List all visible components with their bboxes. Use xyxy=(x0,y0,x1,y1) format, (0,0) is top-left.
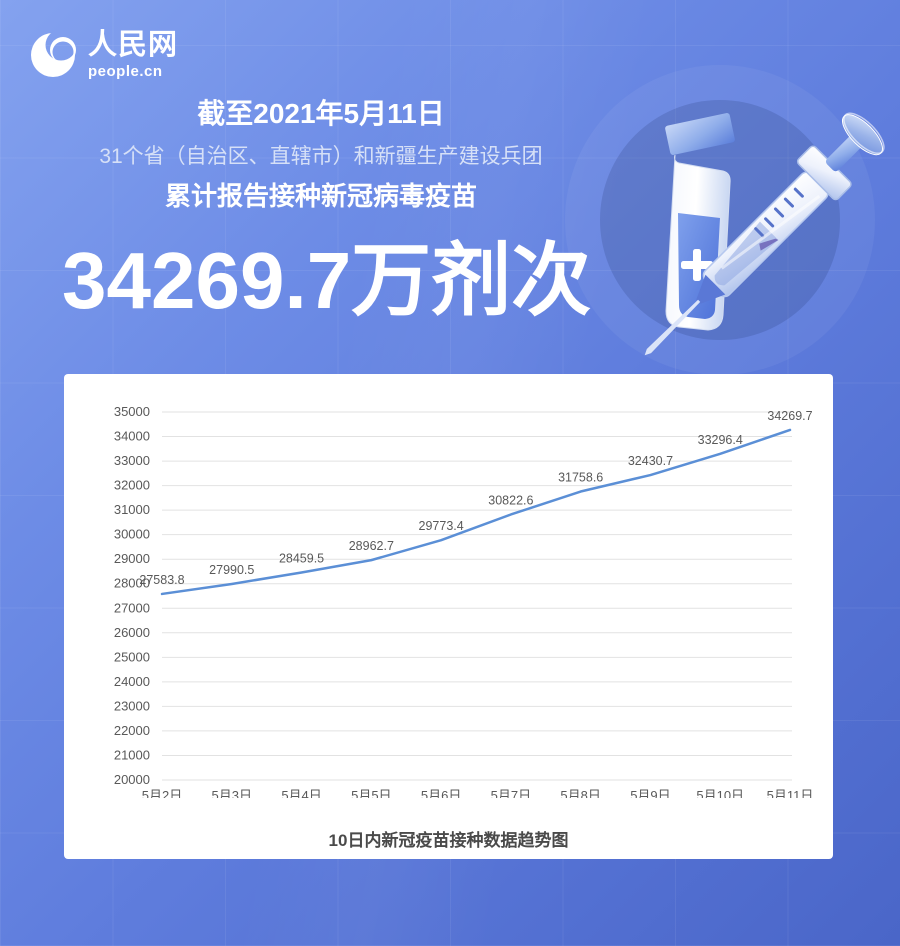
svg-text:5月3日: 5月3日 xyxy=(212,788,252,798)
svg-text:31758.6: 31758.6 xyxy=(558,471,603,485)
svg-text:29000: 29000 xyxy=(114,551,150,566)
svg-text:33000: 33000 xyxy=(114,453,150,468)
svg-text:20000: 20000 xyxy=(114,772,150,787)
svg-text:30000: 30000 xyxy=(114,527,150,542)
svg-text:5月10日: 5月10日 xyxy=(696,788,744,798)
svg-text:32430.7: 32430.7 xyxy=(628,454,673,468)
svg-text:33296.4: 33296.4 xyxy=(698,433,743,447)
svg-text:25000: 25000 xyxy=(114,649,150,664)
svg-text:26000: 26000 xyxy=(114,625,150,640)
svg-text:5月6日: 5月6日 xyxy=(421,788,461,798)
svg-text:27000: 27000 xyxy=(114,600,150,615)
svg-text:31000: 31000 xyxy=(114,502,150,517)
svg-text:24000: 24000 xyxy=(114,674,150,689)
svg-text:29773.4: 29773.4 xyxy=(419,519,464,533)
svg-text:28459.5: 28459.5 xyxy=(279,551,324,565)
svg-text:34269.7: 34269.7 xyxy=(767,409,812,423)
svg-text:5月2日: 5月2日 xyxy=(142,788,182,798)
svg-text:22000: 22000 xyxy=(114,723,150,738)
svg-text:34000: 34000 xyxy=(114,429,150,444)
svg-text:5月9日: 5月9日 xyxy=(630,788,670,798)
svg-text:32000: 32000 xyxy=(114,478,150,493)
svg-text:35000: 35000 xyxy=(114,404,150,419)
svg-text:27583.8: 27583.8 xyxy=(139,573,184,587)
svg-text:27990.5: 27990.5 xyxy=(209,563,254,577)
svg-text:5月5日: 5月5日 xyxy=(351,788,391,798)
svg-text:5月11日: 5月11日 xyxy=(767,788,814,798)
svg-text:28962.7: 28962.7 xyxy=(349,539,394,553)
svg-text:21000: 21000 xyxy=(114,747,150,762)
svg-text:5月7日: 5月7日 xyxy=(491,788,531,798)
svg-text:5月8日: 5月8日 xyxy=(560,788,600,798)
svg-text:23000: 23000 xyxy=(114,698,150,713)
svg-text:5月4日: 5月4日 xyxy=(281,788,321,798)
svg-text:30822.6: 30822.6 xyxy=(488,493,533,507)
